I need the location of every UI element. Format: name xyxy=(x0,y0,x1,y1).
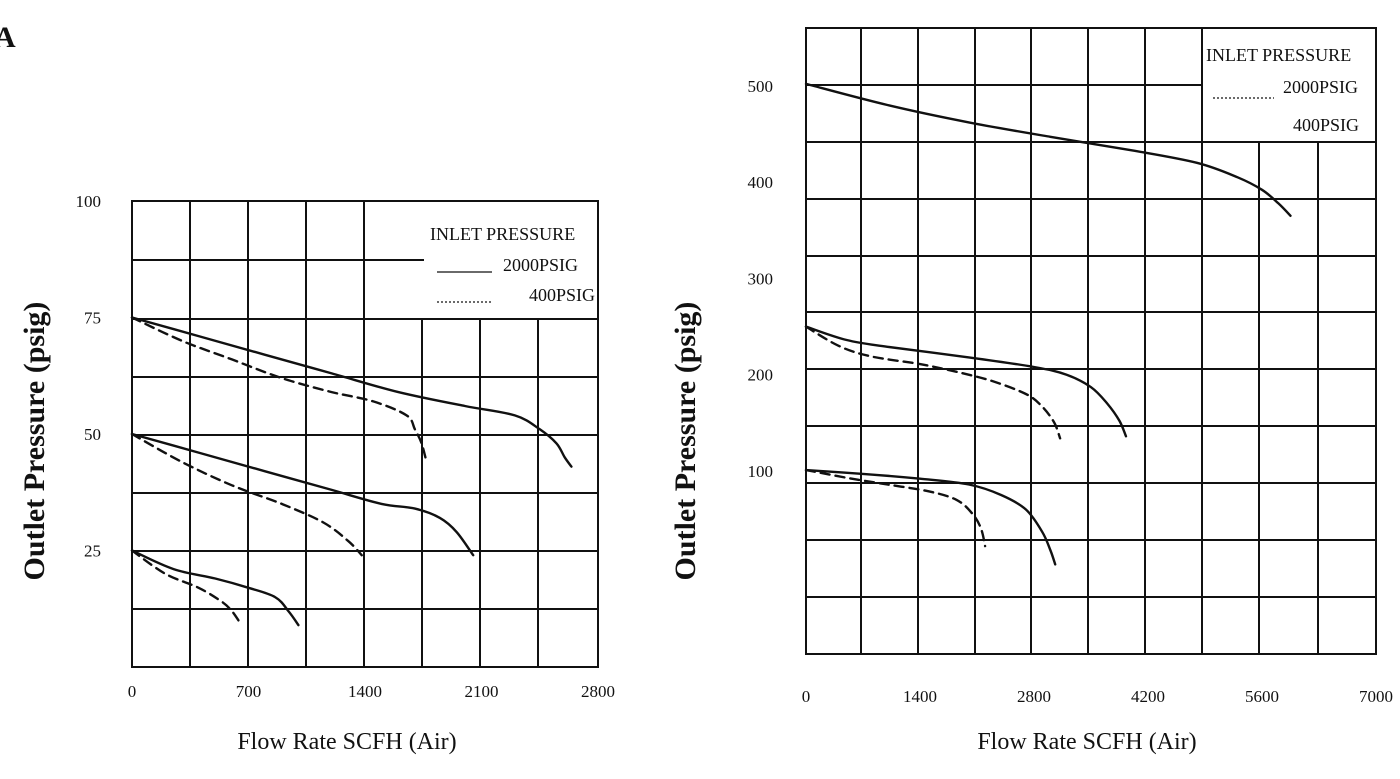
y-axis-title: Outlet Pressure (psig) xyxy=(18,302,51,581)
series-line-solid xyxy=(130,549,300,627)
y-tick-label: 500 xyxy=(748,77,774,96)
legend: INLET PRESSURE 2000PSIG 400PSIG xyxy=(424,202,597,318)
x-tick-label: 0 xyxy=(802,687,811,706)
legend: INLET PRESSURE 2000PSIG 400PSIG xyxy=(1203,29,1375,141)
x-axis-title: Flow Rate SCFH (Air) xyxy=(977,729,1196,755)
chart-left: INLET PRESSURE 2000PSIG 400PSIG 0 700 1400 210… xyxy=(18,192,615,755)
series-line-solid xyxy=(804,468,1057,566)
plot-frame xyxy=(805,27,1377,655)
x-tick-label: 700 xyxy=(236,682,262,701)
y-tick-label: 75 xyxy=(84,309,101,328)
x-tick-label: 2100 xyxy=(465,682,499,701)
series-line-dashed xyxy=(130,316,428,464)
x-tick-label: 1400 xyxy=(903,687,937,706)
series-line-solid xyxy=(130,432,475,557)
chart-right: INLET PRESSURE 2000PSIG 400PSIG 0 1400 2800 42… xyxy=(669,27,1393,755)
x-tick-label: 4200 xyxy=(1131,687,1165,706)
legend-title: INLET PRESSURE xyxy=(430,224,575,244)
y-tick-label: 400 xyxy=(748,173,774,192)
x-tick-label: 5600 xyxy=(1245,687,1279,706)
legend-entry-label: 2000PSIG xyxy=(503,255,578,275)
legend-entry-label: 2000PSIG xyxy=(1283,77,1358,97)
x-axis-title: Flow Rate SCFH (Air) xyxy=(237,729,456,755)
y-tick-label: 50 xyxy=(84,425,101,444)
series-line-solid xyxy=(130,316,573,468)
legend-entry-label: 400PSIG xyxy=(1293,115,1359,135)
legend-entry-label: 400PSIG xyxy=(529,285,595,305)
series-line-solid xyxy=(804,325,1128,438)
legend-title: INLET PRESSURE xyxy=(1206,45,1351,65)
corner-mark: A xyxy=(0,21,16,54)
series-line-dashed xyxy=(804,468,987,548)
y-tick-label: 100 xyxy=(76,192,102,211)
x-tick-label: 7000 xyxy=(1359,687,1393,706)
series-line-dashed xyxy=(130,432,363,557)
x-tick-label: 2800 xyxy=(1017,687,1051,706)
y-tick-label: 25 xyxy=(84,542,101,561)
y-tick-label: 200 xyxy=(748,366,774,385)
series-line-dashed xyxy=(130,549,240,622)
y-tick-label: 300 xyxy=(748,269,774,288)
legend-background xyxy=(1203,29,1375,141)
series-line-dashed xyxy=(804,325,1062,440)
series-line-solid xyxy=(804,82,1292,217)
x-tick-label: 0 xyxy=(128,682,137,701)
x-tick-label: 1400 xyxy=(348,682,382,701)
x-tick-label: 2800 xyxy=(581,682,615,701)
y-axis-title: Outlet Pressure (psig) xyxy=(669,302,702,581)
y-tick-label: 100 xyxy=(748,462,774,481)
legend-background xyxy=(424,202,597,318)
